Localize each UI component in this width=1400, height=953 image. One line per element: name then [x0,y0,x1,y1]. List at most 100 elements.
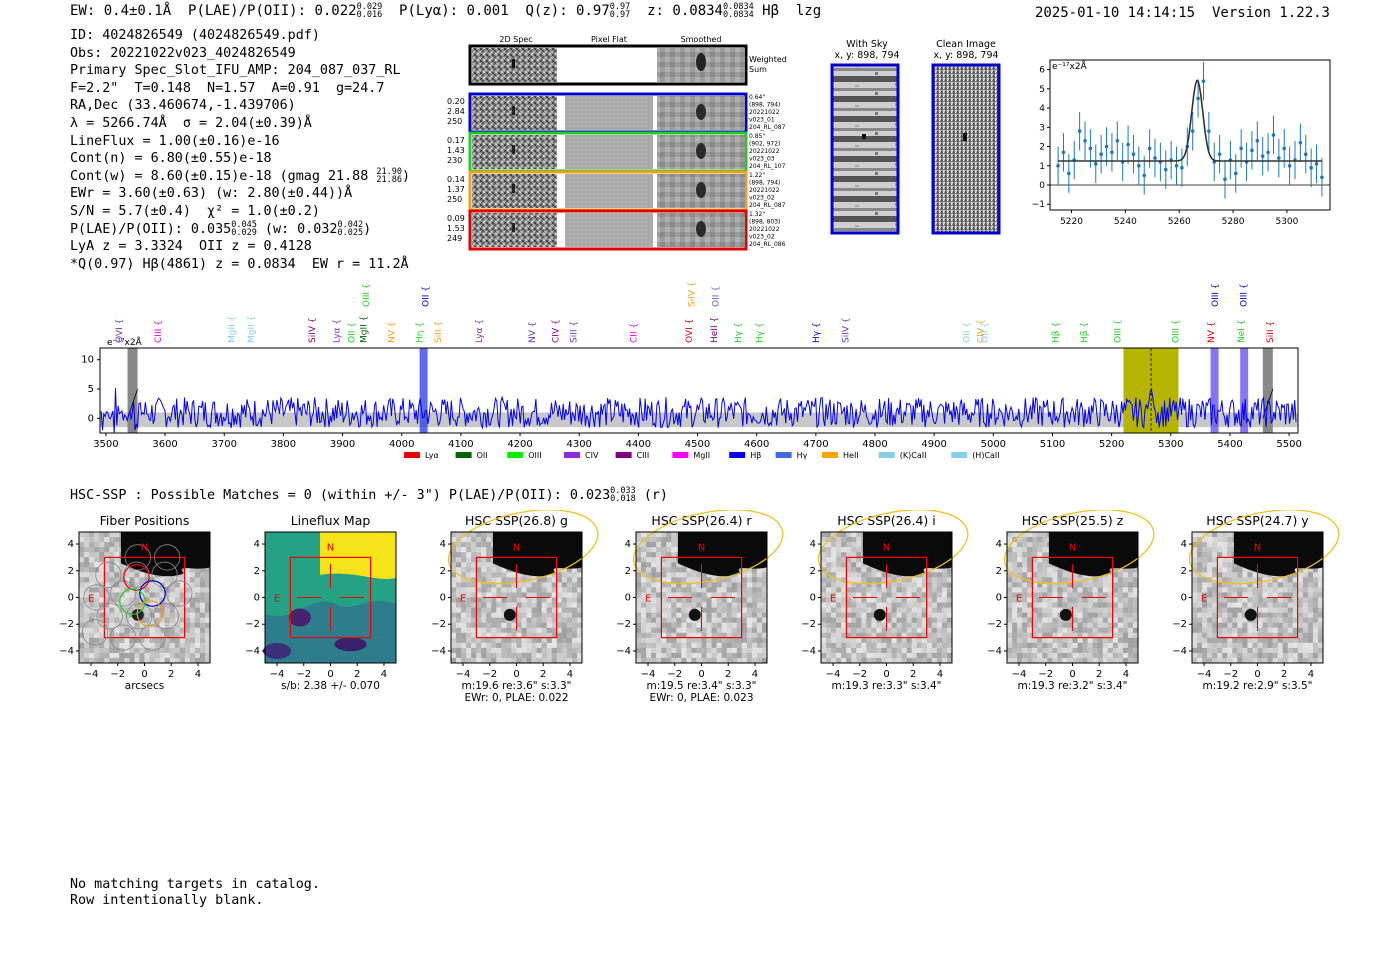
image-pixel [139,647,145,654]
image-pixel [1232,642,1238,649]
image-pixel [1012,547,1018,553]
image-pixel [1027,532,1033,538]
image-pixel [1262,602,1268,608]
image-pixel [656,582,662,588]
image-pixel [1292,602,1299,608]
image-pixel [671,597,677,603]
image-pixel [1197,652,1203,659]
image-pixel [486,562,492,568]
image-pixel [154,632,160,639]
image-pixel [506,642,512,649]
image-pixel [199,652,206,659]
panel-xtick-label: 2 [1281,669,1287,680]
image-pixel [189,567,196,573]
image-pixel [1312,612,1319,618]
panel-ytick-label: 4 [254,539,260,550]
image-pixel [511,647,517,654]
image-pixel [1217,637,1223,644]
image-pixel [576,652,583,659]
image-pixel [1242,647,1248,654]
image-pixel [661,542,667,548]
image-pixel [1207,652,1213,659]
image-pixel [94,652,100,659]
image-pixel [119,642,125,649]
image-pixel [556,632,563,639]
image-pixel [851,577,857,583]
image-pixel [711,612,717,618]
image-pixel [1037,542,1043,548]
image-pixel [826,632,832,639]
image-pixel [149,597,155,603]
image-pixel [1017,577,1023,583]
image-pixel [1022,552,1028,558]
image-pixel [84,557,90,563]
image-pixel [1257,587,1263,593]
image-pixel [561,577,568,583]
image-pixel [836,622,842,629]
line-label: Lyα { [333,319,343,343]
east-label: E [274,594,280,605]
image-pixel [1117,572,1124,578]
image-pixel [511,632,517,639]
image-pixel [1212,657,1218,664]
image-pixel [1132,642,1139,649]
image-pixel [1207,597,1213,603]
image-pixel [506,587,512,593]
image-pixel [89,562,95,568]
image-pixel [1267,587,1273,593]
image-pixel [1317,582,1324,588]
image-pixel [1257,572,1263,578]
image-pixel [656,627,662,634]
image-pixel [721,647,727,654]
image-pixel [906,622,912,629]
image-pixel [651,617,657,623]
image-pixel [861,622,867,629]
image-pixel [1012,657,1018,664]
image-pixel [661,537,667,543]
image-pixel [114,627,120,634]
image-pixel [1067,622,1073,629]
image-pixel [1132,587,1139,593]
image-pixel [169,617,176,623]
image-pixel [571,592,578,598]
image-pixel [1227,547,1233,553]
image-pixel [1072,592,1078,598]
image-pixel [1077,617,1083,623]
image-pixel [1092,597,1098,603]
catalog-footer: No matching targets in catalog. Row inten… [70,877,320,909]
image-pixel [104,592,110,598]
image-pixel [491,617,497,623]
image-pixel [876,572,882,578]
image-pixel [1227,597,1233,603]
image-pixel [556,607,563,613]
image-pixel [1317,637,1324,644]
image-pixel [1117,567,1124,573]
image-pixel [566,582,573,588]
image-pixel [756,647,763,654]
spectrum-xtick-label: 5400 [1217,439,1242,450]
image-pixel [1222,602,1228,608]
image-pixel [169,657,176,664]
image-pixel [721,617,727,623]
image-pixel [134,597,140,603]
image-pixel [84,627,90,634]
image-pixel [476,547,482,553]
image-pixel [1037,632,1043,639]
image-pixel [139,602,145,608]
image-pixel [174,582,181,588]
image-pixel [144,647,150,654]
image-pixel [641,592,647,598]
image-pixel [139,637,145,644]
image-pixel [706,572,712,578]
image-pixel [1087,627,1093,634]
image-pixel [486,632,492,639]
image-pixel [876,602,882,608]
image-pixel [726,622,733,629]
image-pixel [476,642,482,649]
image-pixel [866,647,872,654]
image-pixel [841,647,847,654]
image-pixel [821,657,827,664]
image-pixel [1077,622,1083,629]
image-pixel [1292,607,1299,613]
image-pixel [706,642,712,649]
